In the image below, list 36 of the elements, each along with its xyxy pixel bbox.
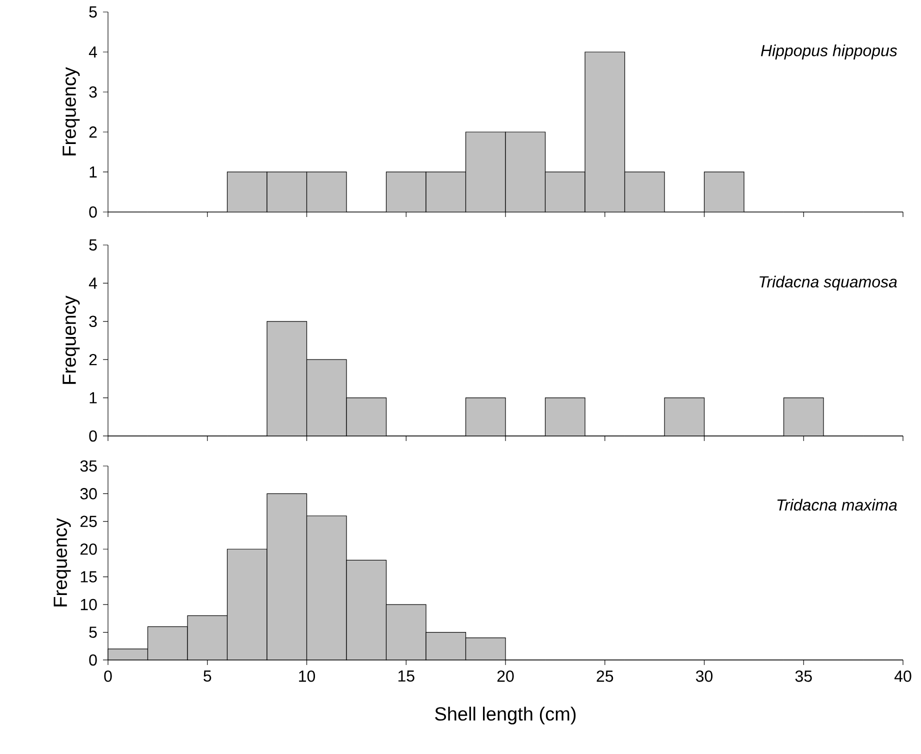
- y-tick-label: 3: [89, 316, 97, 328]
- y-tick-label: 2: [89, 126, 97, 138]
- x-tick-label: 10: [299, 670, 316, 682]
- y-axis-title: Frequency: [62, 296, 80, 384]
- x-axis-title: Shell length (cm): [435, 706, 576, 724]
- x-tick-label: 35: [795, 670, 812, 682]
- y-tick-label: 5: [89, 626, 97, 638]
- y-tick-label: 15: [80, 571, 97, 582]
- annotation: Tridacna maxima: [777, 498, 897, 511]
- x-tick-label: 15: [398, 670, 414, 682]
- y-tick-label: 10: [80, 598, 97, 610]
- y-tick-label: 0: [89, 206, 97, 218]
- y-tick-label: 0: [89, 654, 97, 666]
- y-tick-label: 30: [80, 488, 97, 500]
- y-axis-title: Frequency: [54, 518, 71, 606]
- x-tick-label: 5: [204, 670, 212, 682]
- y-tick-label: 5: [89, 6, 97, 18]
- x-tick-label: 20: [497, 670, 514, 682]
- y-tick-label: 3: [89, 86, 97, 98]
- y-tick-label: 4: [88, 46, 97, 58]
- y-tick-label: 25: [80, 516, 97, 528]
- y-tick-label: 4: [88, 278, 97, 289]
- annotation: Tridacna squamosa: [760, 276, 897, 291]
- y-tick-label: 5: [89, 239, 97, 251]
- y-tick-label: 1: [90, 392, 97, 404]
- x-tick-label: 30: [696, 670, 713, 682]
- y-tick-label: 35: [80, 460, 97, 472]
- x-tick-label: 0: [104, 670, 112, 682]
- x-tick-label: 40: [894, 670, 912, 682]
- y-tick-label: 0: [89, 430, 97, 442]
- y-axis-title: Frequency: [62, 67, 80, 156]
- y-tick-label: 2: [89, 354, 97, 366]
- y-tick-label: 1: [90, 166, 97, 178]
- annotation: Hippopus hippopus: [760, 44, 898, 60]
- y-tick-label: 20: [80, 543, 97, 555]
- x-tick-label: 25: [596, 670, 614, 682]
